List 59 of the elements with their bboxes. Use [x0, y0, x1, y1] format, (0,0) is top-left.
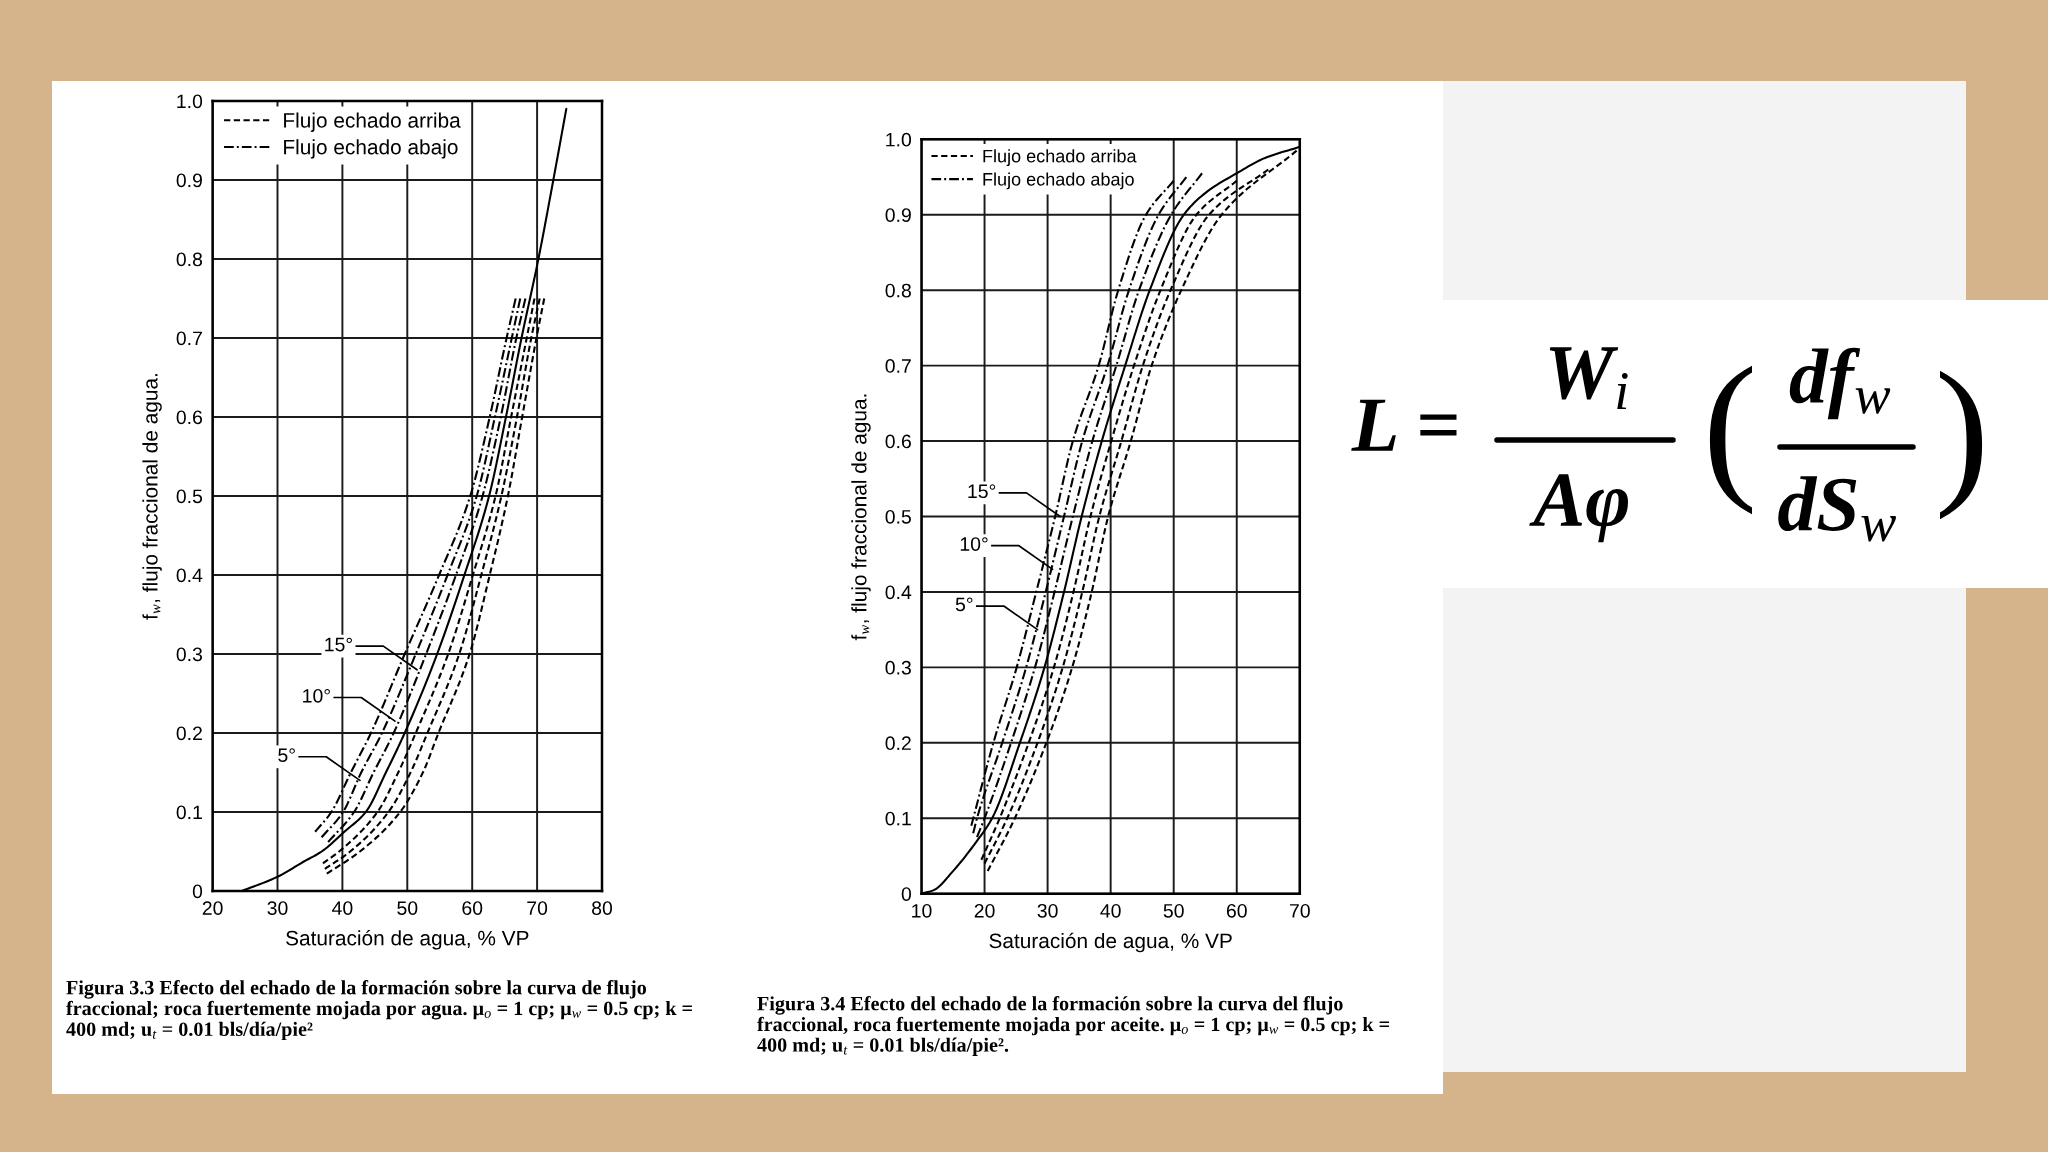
x-tick-label: 70 [1289, 903, 1310, 918]
text: L = [1351, 399, 1457, 451]
y-tick-label: 0.4 [885, 585, 912, 600]
text: ( [1709, 365, 1753, 515]
x-axis-title: Saturación de agua, % VP [989, 932, 1232, 953]
y-tick-label: 0.1 [885, 811, 911, 826]
annotation: 10° [960, 537, 988, 551]
text: Figura 3.4 Efecto del echado de la formación sobre la curva del flujo fraccional, roca fuertemente mojada por aceite. μ$_{o}$ = 1 cp; μ$_{w}$ = 0.5 cp; k = 400 md; u$_{t}$ = 0.01 bls/día/pie². [757, 996, 1389, 1056]
x-tick-label: 50 [1163, 903, 1184, 918]
x-tick-label: 80 [592, 901, 613, 915]
legend-label: Flujo echado abajo [983, 172, 1134, 190]
y-tick-label: 0.6 [885, 434, 911, 449]
y-axis-title: f$_{w}$, flujo fraccional de agua. [142, 374, 162, 620]
y-tick-label: 0.2 [885, 736, 911, 751]
annotation: 5° [955, 597, 973, 612]
y-tick-label: 0.5 [885, 509, 911, 524]
x-tick-label: 20 [202, 901, 223, 915]
annotation: 15° [968, 484, 996, 499]
legend-label: Flujo echado arriba [983, 149, 1137, 167]
y-tick-label: 0.1 [176, 805, 202, 820]
x-tick-label: 70 [527, 901, 548, 915]
annotation: 15° [325, 637, 352, 652]
y-tick-label: 0.9 [176, 173, 202, 188]
x-tick-label: 50 [397, 901, 418, 915]
y-tick-label: 0.9 [885, 208, 911, 222]
x-tick-label: 30 [1037, 903, 1058, 918]
text: Aφ [1529, 474, 1628, 543]
y-tick-label: 0.4 [176, 568, 203, 583]
text: ) [1939, 370, 1983, 520]
y-tick-label: 0.7 [176, 331, 202, 346]
y-tick-label: 1.0 [886, 132, 912, 147]
x-tick-label: 60 [1226, 903, 1247, 918]
y-tick-label: 0.8 [176, 252, 203, 267]
y-tick-label: 0.7 [885, 359, 911, 373]
x-tick-label: 40 [332, 901, 353, 915]
text: df$_{w}$ [1789, 347, 1891, 420]
y-tick-label: 1.0 [177, 94, 203, 109]
text: W$_{i}$ [1549, 347, 1628, 410]
x-tick-label: 40 [1100, 903, 1121, 918]
y-tick-label: 0 [192, 884, 203, 899]
legend-label: Flujo echado abajo [284, 139, 458, 159]
y-tick-label: 0.2 [176, 726, 202, 741]
annotation: 5° [278, 748, 295, 763]
y-tick-label: 0.3 [176, 647, 203, 662]
y-tick-label: 0 [901, 887, 912, 901]
annotation: 10° [303, 688, 330, 703]
x-tick-label: 30 [267, 901, 288, 915]
text: dS$_{w}$ [1778, 476, 1897, 542]
x-tick-label: 10 [912, 903, 932, 918]
y-tick-label: 0.6 [176, 410, 203, 425]
x-tick-label: 60 [462, 901, 483, 915]
y-tick-label: 0.5 [176, 489, 203, 504]
y-tick-label: 0.8 [885, 283, 911, 298]
y-tick-label: 0.3 [885, 660, 911, 675]
legend-label: Flujo echado arriba [284, 112, 461, 132]
y-axis-title: f$_{w}$, flujo fraccional de agua. [851, 394, 871, 641]
text: Figura 3.3 Efecto del echado de la formación sobre la curva de flujo fraccional; roca fuertemente mojada por agua. μ$_{o}$ = 1 cp; μ$_{w}$ = 0.5 cp; k = 400 md; u$_{t}$ = 0.01 bls/día/pie² [66, 980, 692, 1041]
x-axis-title: Saturación de agua, % VP [286, 929, 529, 950]
x-tick-label: 20 [974, 903, 995, 918]
